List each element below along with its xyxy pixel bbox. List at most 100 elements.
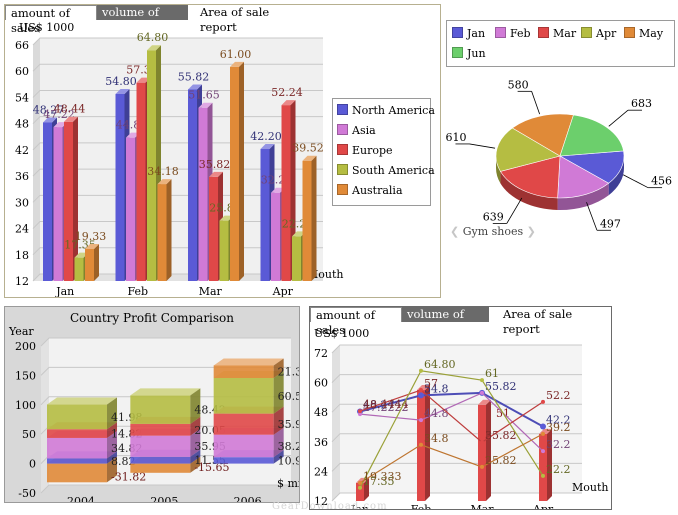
watermark: GearDownload.com [272, 501, 388, 512]
bar [478, 399, 491, 501]
bar-top [209, 171, 223, 177]
box-side [273, 406, 284, 435]
box-side [273, 427, 284, 458]
data-label: 34.18 [147, 165, 179, 178]
chart-title: Country Profit Comparison [70, 311, 234, 325]
data-label: 39.2 [546, 421, 571, 434]
data-point [419, 388, 423, 392]
bar-top [260, 144, 275, 150]
gridline [32, 89, 323, 98]
legend-label-feb: Feb [510, 27, 531, 40]
data-label: 8.82 [111, 455, 136, 468]
bar-front [147, 50, 156, 281]
y-tick-label: 48 [314, 406, 328, 419]
legend-label-north-america: North America [352, 104, 435, 117]
x-tick-label: Apr [272, 285, 294, 297]
data-label: 19.33 [75, 230, 107, 243]
gridline [40, 396, 291, 406]
data-label: 55.82 [178, 70, 210, 83]
sales-bar-chart-panel: amount of sales volume of sales Area of … [4, 4, 441, 298]
bar-side [166, 179, 172, 281]
data-label: 38.22 [278, 440, 299, 453]
bar [230, 61, 244, 281]
bar-front [271, 192, 280, 281]
bar-side [73, 116, 78, 281]
bar-front [136, 82, 146, 281]
box-side [190, 428, 201, 457]
x-tick-label: Jan [350, 503, 369, 509]
box-front [130, 423, 191, 436]
box-front [47, 429, 107, 438]
tab-area-of-sale-report[interactable]: Area of sale report [200, 5, 270, 34]
legend-swatch-australia [337, 184, 348, 195]
tab-amount-of-sales-2[interactable]: amount of sales [310, 307, 402, 337]
data-point [540, 423, 546, 430]
data-point [419, 368, 423, 373]
box-front [47, 437, 107, 459]
data-label: 21.37 [278, 366, 299, 379]
bar-top [281, 100, 296, 106]
box-side [190, 388, 201, 424]
data-point [541, 431, 545, 436]
tab-amount-of-sales[interactable]: amount of sales [5, 5, 97, 35]
data-label: 35.82 [485, 429, 517, 442]
bar-front [260, 149, 270, 281]
sales-line-chart-panel: amount of sales volume of sales Area of … [309, 306, 612, 510]
box-front [47, 404, 107, 430]
data-point [419, 418, 423, 423]
bar-top [43, 117, 57, 123]
data-point [358, 480, 362, 485]
legend-swatch-europe [337, 144, 348, 155]
y-tick-label: 60 [15, 65, 29, 78]
box-front [213, 378, 274, 414]
box-side [107, 397, 117, 430]
gridline [331, 492, 582, 502]
chevron-left-icon[interactable]: ❮ [450, 225, 460, 238]
box-front [130, 463, 191, 473]
box-top [47, 397, 117, 405]
pie-slice-side [557, 183, 609, 210]
y-tick-label: 150 [15, 369, 36, 382]
floor [33, 274, 323, 281]
legend-label-mar: Mar [553, 27, 577, 40]
data-label: 60.52 [278, 390, 299, 403]
pie-slice-side [500, 171, 558, 210]
box-front [47, 463, 107, 483]
bar-side [364, 477, 369, 501]
box-front [213, 413, 274, 435]
data-label: 17.35 [363, 475, 395, 488]
box-front [130, 435, 191, 457]
box-top [130, 388, 201, 396]
bar-top [302, 155, 317, 161]
gridline [32, 63, 323, 72]
pie-label: 683 [631, 97, 652, 110]
data-label: 48.4444 [363, 398, 409, 411]
pie-caption[interactable]: ❮ Gym shoes ❯ [450, 225, 536, 238]
bar-chart-legend: North America Asia Europe South America … [332, 98, 435, 206]
x-tick-label: Mar [470, 503, 494, 509]
pie-slice [499, 155, 561, 199]
bar-front [64, 121, 73, 281]
bar-front [292, 236, 301, 281]
bar-front [188, 89, 197, 281]
box-side [190, 456, 201, 473]
tab-volume-of-sales-2[interactable]: volume of sales [402, 307, 489, 336]
chevron-right-icon[interactable]: ❯ [526, 225, 536, 238]
x-tick-label: Feb [127, 285, 148, 297]
pie-leader-line [506, 197, 523, 224]
gridline [331, 462, 582, 472]
y-unit-label: US$ 1000 [314, 327, 369, 340]
pie-slice [557, 155, 610, 199]
y-tick-label: 72 [314, 347, 328, 360]
tab-volume-of-sales[interactable]: volume of sales [97, 5, 188, 34]
y-tick-label: 12 [314, 495, 328, 508]
data-point [358, 412, 362, 417]
legend-label-jun: Jun [467, 47, 486, 60]
pie-caption-label: Gym shoes [462, 225, 524, 238]
data-point [480, 440, 484, 445]
gridline [32, 168, 323, 177]
box-side [190, 449, 201, 464]
tab-area-of-sale-report-2[interactable]: Area of sale report [503, 307, 573, 336]
data-label: 22.2 [546, 463, 571, 476]
